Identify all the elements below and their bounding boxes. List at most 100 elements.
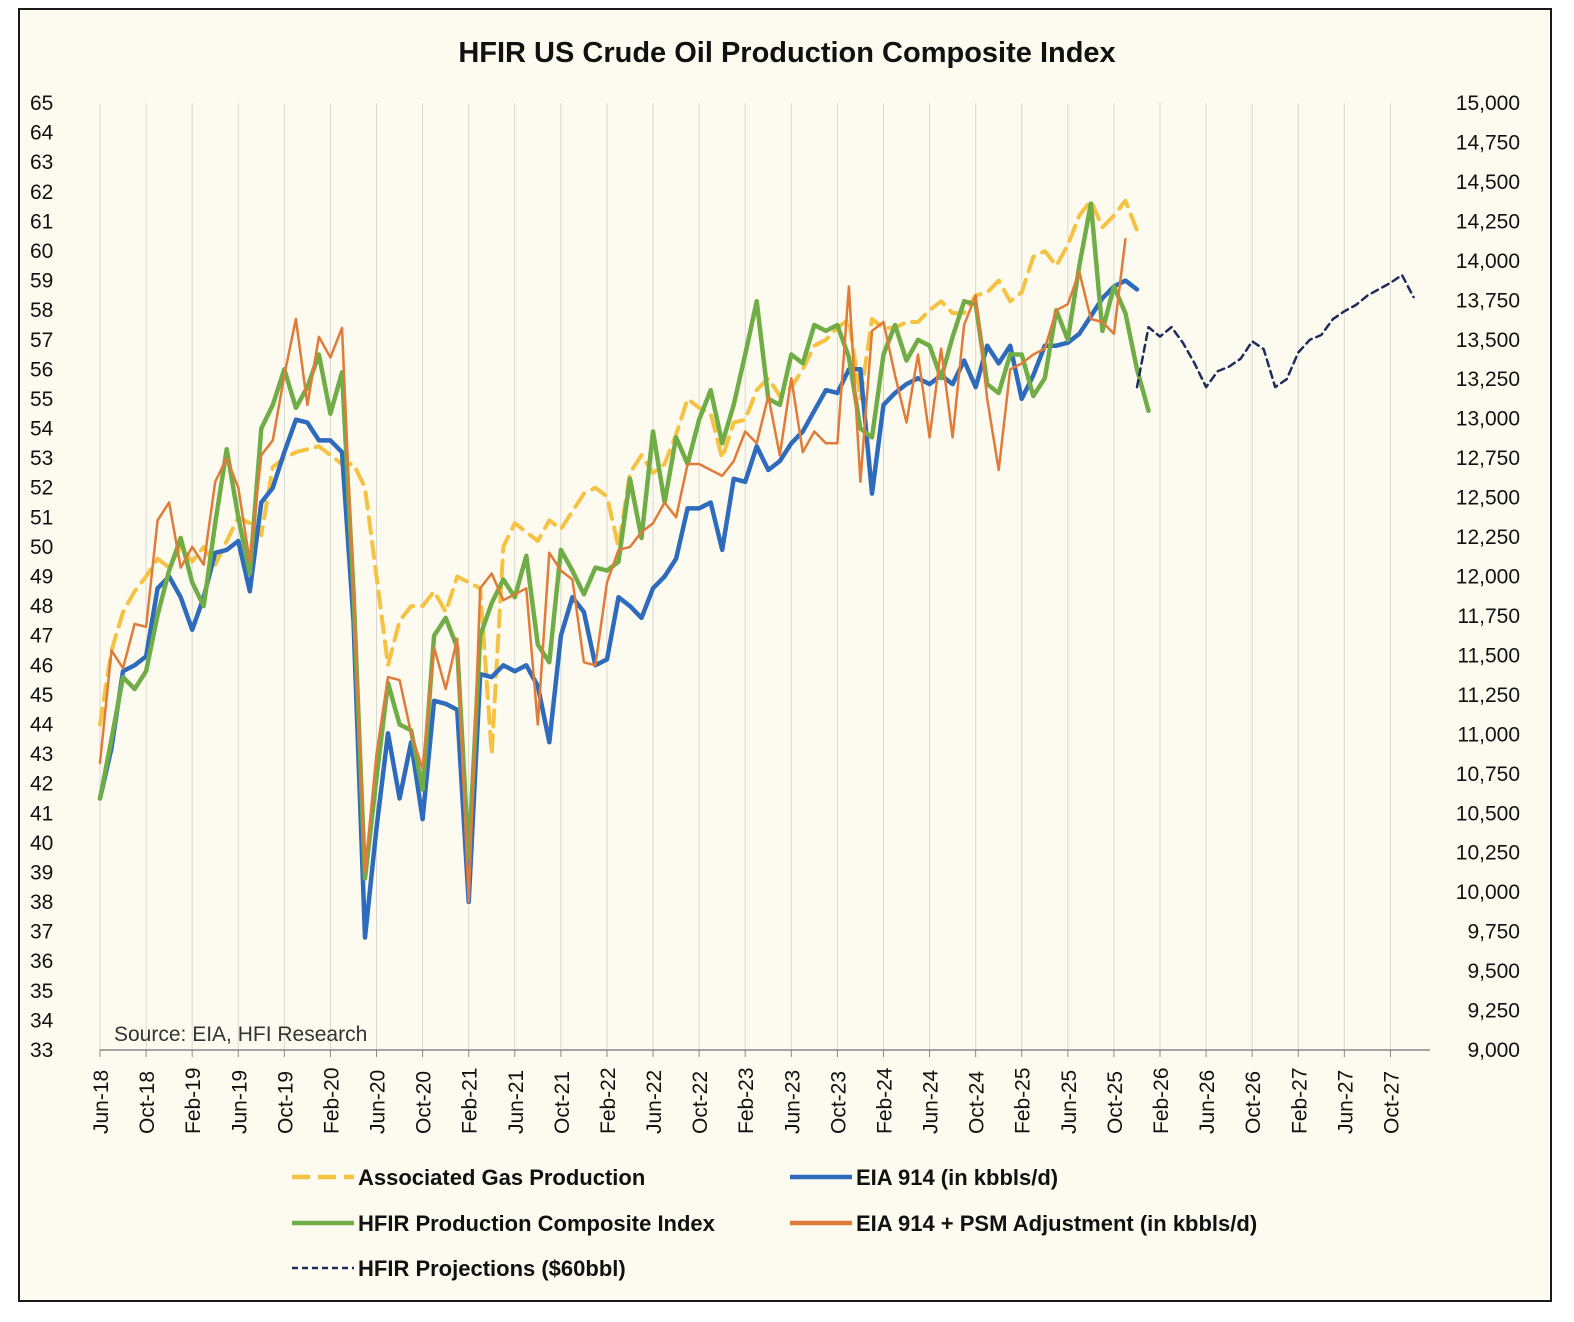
left-y-tick-label: 41 <box>30 802 53 825</box>
legend-label: EIA 914 (in kbbls/d) <box>856 1165 1058 1190</box>
legend-label: Associated Gas Production <box>358 1165 645 1190</box>
left-y-tick-label: 45 <box>30 684 53 707</box>
left-y-tick-label: 63 <box>30 151 53 174</box>
left-y-tick-label: 65 <box>30 92 53 115</box>
right-y-tick-label: 11,000 <box>1457 723 1520 746</box>
left-y-tick-label: 33 <box>30 1039 53 1062</box>
left-y-tick-label: 58 <box>30 299 53 322</box>
left-y-tick-label: 35 <box>30 980 53 1003</box>
x-tick-label: Jun-25 <box>1058 1070 1081 1134</box>
left-y-tick-label: 50 <box>30 536 53 559</box>
left-y-tick-label: 44 <box>30 713 54 736</box>
left-y-tick-label: 55 <box>30 388 53 411</box>
right-y-tick-label: 11,750 <box>1457 605 1520 628</box>
left-y-tick-label: 43 <box>30 743 53 766</box>
x-tick-label: Oct-19 <box>274 1071 297 1134</box>
right-y-tick-label: 13,750 <box>1456 289 1520 312</box>
right-y-tick-label: 15,000 <box>1456 92 1520 115</box>
x-tick-label: Feb-26 <box>1150 1067 1173 1134</box>
left-y-tick-label: 39 <box>30 861 53 884</box>
left-y-tick-label: 51 <box>30 506 53 529</box>
right-y-tick-label: 13,500 <box>1456 329 1520 352</box>
left-y-tick-label: 37 <box>30 921 53 944</box>
x-tick-label: Oct-22 <box>689 1071 712 1134</box>
x-tick-label: Oct-18 <box>136 1071 159 1134</box>
left-y-tick-label: 40 <box>30 832 53 855</box>
series-line-associated-gas-production <box>98 198 1139 757</box>
right-y-tick-label: 10,500 <box>1456 802 1520 825</box>
x-tick-label: Jun-19 <box>228 1070 251 1134</box>
left-y-tick-label: 38 <box>30 891 53 914</box>
left-y-tick-label: 57 <box>30 329 53 352</box>
left-y-tick-label: 47 <box>30 625 53 648</box>
left-y-tick-label: 64 <box>30 122 54 145</box>
right-y-tick-label: 14,750 <box>1456 131 1520 154</box>
left-y-tick-label: 61 <box>30 210 53 233</box>
gridlines <box>99 103 1391 1050</box>
left-y-tick-label: 34 <box>30 1009 54 1032</box>
x-tick-label: Feb-22 <box>597 1067 620 1134</box>
left-y-tick-label: 54 <box>30 418 54 441</box>
x-tick-label: Feb-23 <box>735 1067 758 1134</box>
right-y-tick-label: 10,750 <box>1456 763 1520 786</box>
legend-label: HFIR Projections ($60bbl) <box>358 1256 626 1281</box>
x-tick-label: Feb-21 <box>459 1067 482 1134</box>
right-y-tick-label: 13,000 <box>1456 408 1520 431</box>
x-tick-label: Jun-21 <box>505 1070 528 1134</box>
chart: HFIR US Crude Oil Production Composite I… <box>30 37 1520 1281</box>
right-y-tick-label: 13,250 <box>1456 368 1520 391</box>
series-line-hfir-projections-60bbl <box>1135 273 1415 389</box>
left-y-tick-label: 62 <box>30 181 53 204</box>
right-y-tick-label: 12,250 <box>1456 526 1520 549</box>
x-tick-label: Jun-27 <box>1334 1070 1357 1134</box>
right-y-tick-label: 9,750 <box>1467 921 1520 944</box>
left-y-tick-label: 56 <box>30 358 53 381</box>
left-y-tick-label: 53 <box>30 447 53 470</box>
right-y-tick-label: 14,500 <box>1456 171 1520 194</box>
left-y-tick-label: 42 <box>30 773 53 796</box>
x-tick-label: Jun-26 <box>1196 1070 1219 1134</box>
x-tick-label: Jun-23 <box>781 1070 804 1134</box>
x-tick-label: Feb-19 <box>182 1067 205 1134</box>
x-tick-label: Jun-22 <box>643 1070 666 1134</box>
series-layer <box>97 198 1415 940</box>
x-tick-label: Feb-27 <box>1288 1067 1311 1134</box>
x-tick-label: Oct-27 <box>1380 1071 1403 1134</box>
left-y-tick-label: 52 <box>30 477 53 500</box>
right-y-tick-label: 9,250 <box>1467 1000 1520 1023</box>
chart-title: HFIR US Crude Oil Production Composite I… <box>458 37 1115 69</box>
legend-label: EIA 914 + PSM Adjustment (in kbbls/d) <box>856 1211 1257 1236</box>
right-y-tick-label: 9,500 <box>1467 960 1520 983</box>
left-y-tick-label: 36 <box>30 950 53 973</box>
x-tick-label: Jun-24 <box>920 1069 943 1134</box>
right-y-tick-label: 14,000 <box>1456 250 1520 273</box>
chart-frame: HFIR US Crude Oil Production Composite I… <box>18 8 1552 1302</box>
x-tick-label: Oct-26 <box>1242 1071 1265 1134</box>
legend: Associated Gas Production EIA 914 (in kbb… <box>292 1165 1257 1281</box>
left-y-tick-label: 49 <box>30 566 53 589</box>
right-y-tick-label: 10,000 <box>1456 881 1520 904</box>
x-tick-label: Oct-21 <box>551 1071 574 1134</box>
legend-label: HFIR Production Composite Index <box>358 1211 716 1236</box>
source-note: Source: EIA, HFI Research <box>114 1023 367 1046</box>
left-y-tick-label: 59 <box>30 270 53 293</box>
right-y-tick-label: 11,500 <box>1457 644 1520 667</box>
x-tick-label: Oct-25 <box>1104 1071 1127 1134</box>
axes: Jun-18 Oct-18 Feb-19 Jun-19 Oct-19 Feb-20 Jun-… <box>30 92 1520 1134</box>
left-y-tick-label: 60 <box>30 240 53 263</box>
x-tick-label: Feb-20 <box>320 1067 343 1134</box>
x-tick-label: Jun-20 <box>367 1070 390 1134</box>
right-y-tick-label: 11,250 <box>1457 684 1520 707</box>
right-y-tick-label: 12,500 <box>1456 487 1520 510</box>
left-y-tick-label: 46 <box>30 654 53 677</box>
right-y-tick-label: 12,000 <box>1456 566 1520 589</box>
x-tick-label: Feb-25 <box>1012 1067 1035 1134</box>
x-tick-label: Feb-24 <box>873 1067 896 1134</box>
right-y-tick-label: 14,250 <box>1456 210 1520 233</box>
right-y-tick-label: 9,000 <box>1467 1039 1520 1062</box>
x-tick-label: Oct-23 <box>827 1071 850 1134</box>
right-y-tick-label: 12,750 <box>1456 447 1520 470</box>
x-tick-label: Oct-24 <box>966 1071 989 1134</box>
x-tick-label: Jun-18 <box>90 1070 113 1134</box>
right-y-tick-label: 10,250 <box>1456 842 1520 865</box>
